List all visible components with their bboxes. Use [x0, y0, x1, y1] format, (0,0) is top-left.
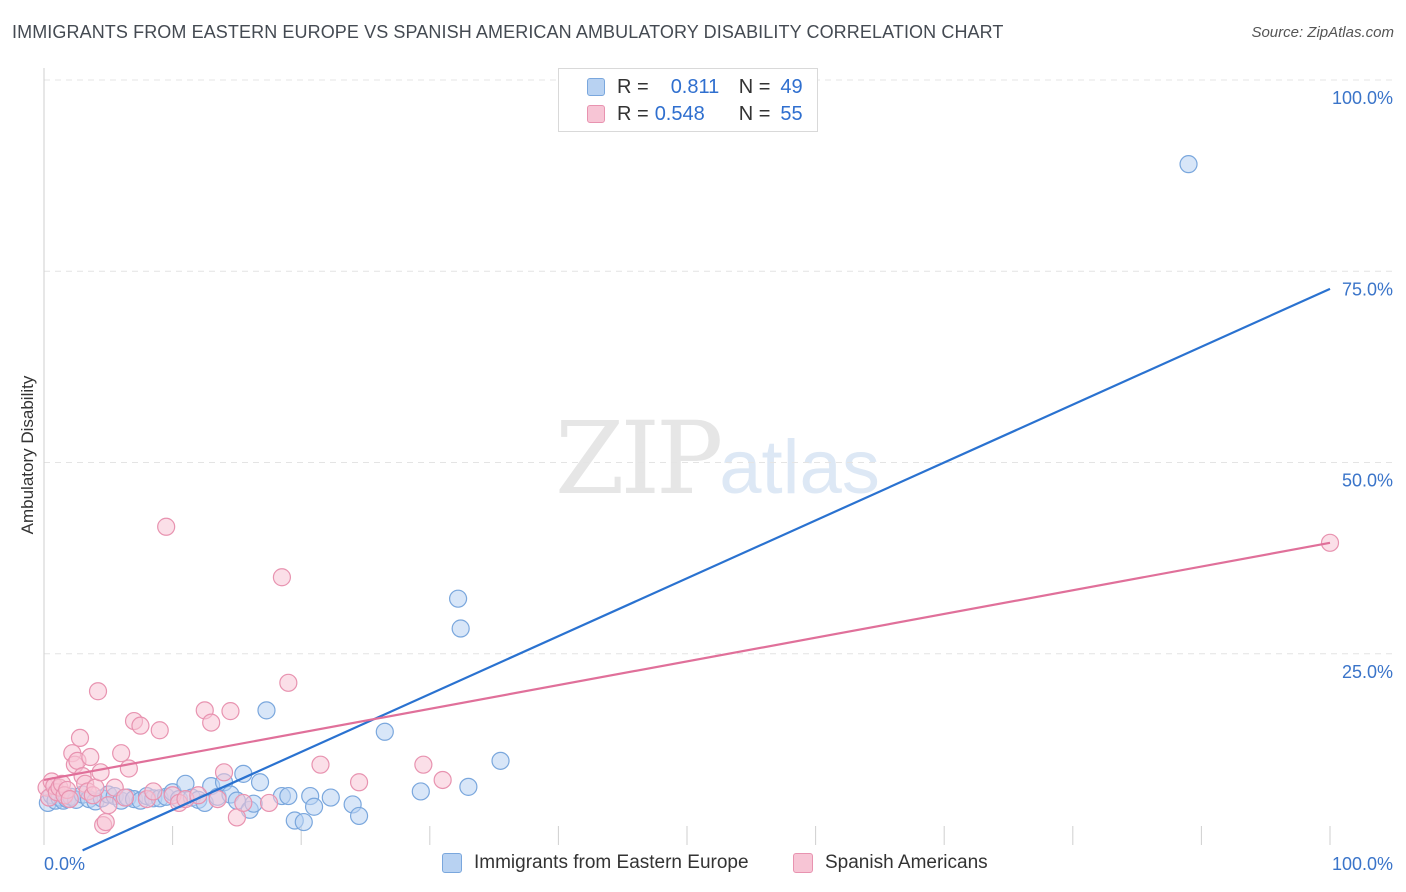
chart-title: IMMIGRANTS FROM EASTERN EUROPE VS SPANIS…	[12, 22, 1004, 42]
pink-swatch-icon	[793, 853, 813, 873]
y-tick-label: 100.0%	[1332, 88, 1393, 108]
point-spanish-americans	[91, 763, 110, 782]
point-spanish-americans	[96, 812, 115, 832]
y-tick-label: 25.0%	[1342, 662, 1393, 682]
point-spanish-americans	[202, 713, 221, 732]
correlation-legend: R = 0.811 N = 49 R = 0.548 N = 55	[558, 68, 818, 132]
x-tick-label: 0.0%	[44, 854, 85, 874]
legend-item-spanish-americans: Spanish Americans	[793, 852, 988, 874]
legend-row-eastern-europe: R = 0.811 N = 49	[587, 75, 803, 99]
point-spanish-americans	[414, 755, 433, 774]
point-spanish-americans	[234, 793, 253, 813]
legend-n-value: 55	[780, 102, 803, 125]
tick-labels: 25.0% 50.0% 75.0% 100.0% 0.0% 100.0%	[44, 88, 1393, 874]
point-spanish-americans	[157, 517, 176, 536]
point-eastern-europe	[411, 782, 430, 801]
point-spanish-americans	[81, 747, 100, 767]
watermark-atlas: atlas	[719, 425, 880, 510]
trend-lines	[43, 287, 1331, 852]
y-tick-label: 75.0%	[1342, 279, 1393, 299]
point-spanish-americans	[115, 788, 135, 807]
data-points	[37, 155, 1340, 835]
axes	[43, 68, 1331, 845]
blue-swatch-icon	[587, 78, 605, 96]
point-spanish-americans	[311, 755, 330, 774]
point-spanish-americans	[144, 782, 163, 801]
point-spanish-americans	[131, 716, 150, 735]
point-spanish-americans	[150, 721, 169, 740]
point-spanish-americans	[88, 682, 108, 701]
blue-swatch-icon	[442, 853, 462, 873]
x-tick-label: 100.0%	[1332, 854, 1393, 874]
point-spanish-americans	[99, 796, 118, 815]
point-eastern-europe	[491, 751, 510, 770]
legend-r-label: R =	[617, 102, 649, 125]
point-eastern-europe	[304, 797, 324, 816]
legend-series-label: Immigrants from Eastern Europe	[474, 852, 749, 873]
y-tick-label: 50.0%	[1342, 471, 1393, 491]
point-spanish-americans	[70, 728, 90, 748]
point-spanish-americans	[214, 763, 234, 782]
point-eastern-europe	[1179, 155, 1198, 174]
point-eastern-europe	[451, 619, 470, 638]
point-spanish-americans	[349, 773, 369, 792]
point-eastern-europe	[250, 773, 270, 792]
point-spanish-americans	[221, 702, 240, 721]
point-spanish-americans	[259, 793, 279, 813]
legend-n-label: N =	[738, 102, 771, 125]
legend-series-label: Spanish Americans	[825, 852, 988, 873]
source-label: Source: ZipAtlas.com	[1251, 24, 1394, 41]
series-legend: Immigrants from Eastern Europe Spanish A…	[0, 852, 1406, 876]
legend-n-value: 49	[780, 75, 803, 98]
point-eastern-europe	[459, 777, 478, 796]
legend-r-label: R =	[617, 75, 649, 98]
legend-n-label: N =	[738, 75, 771, 98]
point-spanish-americans	[60, 789, 79, 809]
legend-row-spanish-americans: R = 0.548 N = 55	[587, 102, 803, 126]
point-eastern-europe	[321, 788, 340, 807]
point-eastern-europe	[294, 812, 313, 832]
legend-item-eastern-europe: Immigrants from Eastern Europe	[442, 852, 749, 874]
point-spanish-americans	[279, 673, 298, 692]
point-eastern-europe	[448, 589, 468, 608]
legend-r-value: 0.548	[654, 102, 705, 125]
point-spanish-americans	[272, 568, 292, 587]
trendline-spanish-americans	[43, 541, 1331, 782]
point-spanish-americans	[86, 778, 105, 797]
point-spanish-americans	[112, 744, 131, 763]
watermark-zip: ZIP	[555, 400, 723, 517]
point-eastern-europe	[375, 722, 394, 741]
legend-r-value: 0.811	[670, 75, 720, 98]
watermark: ZIPatlas	[555, 400, 880, 517]
y-axis-label: Ambulatory Disability	[18, 375, 37, 535]
point-eastern-europe	[257, 701, 276, 720]
point-eastern-europe	[349, 806, 369, 826]
point-spanish-americans	[433, 770, 452, 790]
pink-swatch-icon	[587, 105, 605, 123]
trendline-eastern-europe	[82, 287, 1331, 852]
point-eastern-europe	[279, 786, 298, 806]
